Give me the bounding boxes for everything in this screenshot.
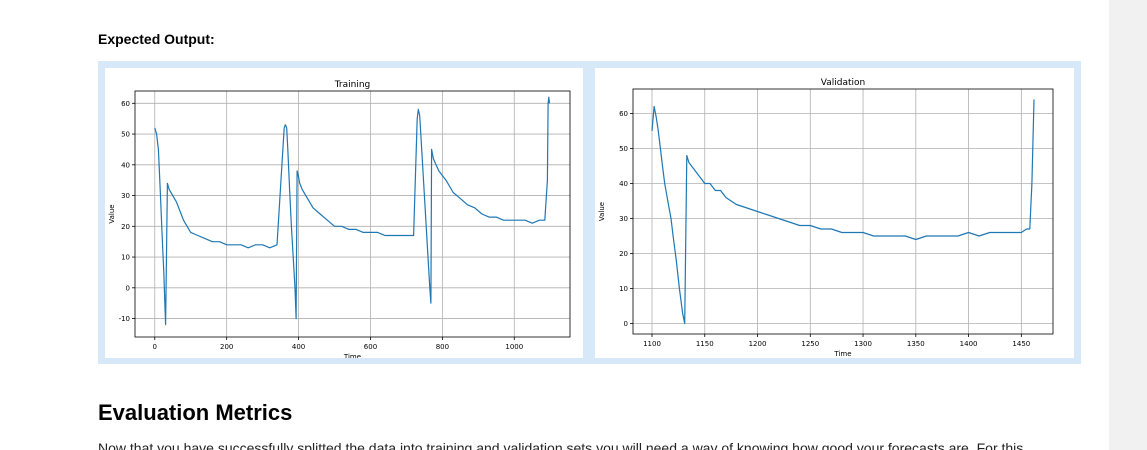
chart-1-xtick-label-0: 1100 xyxy=(643,340,661,348)
expected-output-label: Expected Output: xyxy=(98,31,215,47)
chart-0-xtick-label-5: 1000 xyxy=(505,343,523,351)
chart-0-ylabel: Value xyxy=(108,204,116,223)
chart-0-ytick-label-0: -10 xyxy=(119,315,130,323)
chart-1-xtick-label-4: 1300 xyxy=(854,340,872,348)
chart-1-ylabel: Value xyxy=(598,202,606,221)
chart-1-axes-frame xyxy=(632,88,1054,335)
chart-0-series-line-0 xyxy=(154,96,551,326)
chart-1-xlabel: Time xyxy=(833,350,851,358)
chart-0-xlabel: Time xyxy=(343,353,361,358)
chart-1-ytick-label-5: 50 xyxy=(619,145,628,153)
chart-1-xtick-label-1: 1150 xyxy=(696,340,714,348)
chart-0-ytick-label-3: 20 xyxy=(121,223,130,231)
notebook-content: Expected Output: 0 200 400 600 800 1000 -10 0 10… xyxy=(98,31,1081,450)
chart-1-ytick-label-4: 40 xyxy=(619,180,628,188)
chart-1-title: Validation xyxy=(821,78,865,88)
chart-0-axes-frame xyxy=(134,90,571,338)
chart-0-xtick-label-3: 600 xyxy=(364,343,377,351)
training-chart-panel: 0 200 400 600 800 1000 -10 0 10 20 30 40 50 60 Trainin… xyxy=(105,68,583,358)
validation-chart-panel: 1100 1150 1200 1250 1300 1350 1400 1450 0 10 20 30 4… xyxy=(595,68,1074,358)
chart-0-xtick-label-1: 200 xyxy=(220,343,233,351)
chart-1-ytick-label-0: 0 xyxy=(624,320,628,328)
chart-0-title: Training xyxy=(334,80,371,90)
chart-0-ytick-label-5: 40 xyxy=(121,161,130,169)
chart-1-series-line-0 xyxy=(651,99,1035,325)
chart-1-xtick-label-6: 1400 xyxy=(960,340,978,348)
chart-0-ytick-label-4: 30 xyxy=(121,192,130,200)
training-chart: 0 200 400 600 800 1000 -10 0 10 20 30 40 50 60 Trainin… xyxy=(108,80,571,358)
expected-output-figure: 0 200 400 600 800 1000 -10 0 10 20 30 40 50 60 Trainin… xyxy=(98,61,1081,364)
chart-0-ytick-label-2: 10 xyxy=(121,254,130,262)
chart-1-xtick-label-3: 1250 xyxy=(801,340,819,348)
chart-0-ytick-label-6: 50 xyxy=(121,131,130,139)
chart-0-xtick-label-2: 400 xyxy=(292,343,305,351)
chart-1-ytick-label-3: 30 xyxy=(619,215,628,223)
chart-1-ytick-label-6: 60 xyxy=(619,110,628,118)
page-scrollbar[interactable] xyxy=(1109,0,1147,450)
chart-0-xtick-label-0: 0 xyxy=(153,343,157,351)
chart-1-xtick-label-7: 1450 xyxy=(1012,340,1030,348)
chart-1-ytick-label-2: 20 xyxy=(619,250,628,258)
validation-chart: 1100 1150 1200 1250 1300 1350 1400 1450 0 10 20 30 4… xyxy=(598,78,1054,358)
chart-0-xtick-label-4: 800 xyxy=(436,343,449,351)
chart-1-ytick-label-1: 10 xyxy=(619,285,628,293)
chart-1-xtick-label-2: 1200 xyxy=(749,340,767,348)
chart-0-ytick-label-1: 0 xyxy=(126,284,130,292)
chart-0-ytick-label-7: 60 xyxy=(121,100,130,108)
evaluation-intro-paragraph: Now that you have successfully splitted … xyxy=(98,440,1024,450)
chart-1-xtick-label-5: 1350 xyxy=(907,340,925,348)
section-heading-evaluation-metrics: Evaluation Metrics xyxy=(98,400,293,425)
